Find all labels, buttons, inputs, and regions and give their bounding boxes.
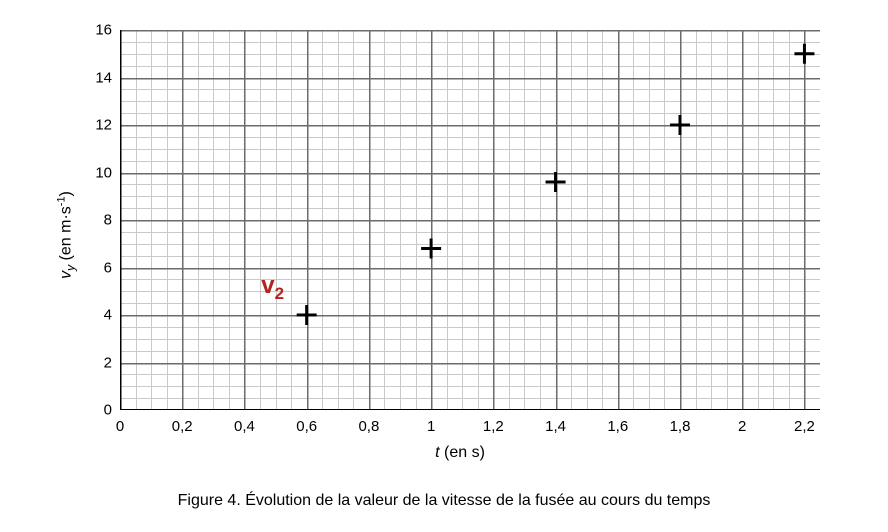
x-tick-label: 1 — [427, 418, 435, 435]
page-root: v2 00,20,40,60,811,21,41,61,822,2 024681… — [0, 0, 888, 532]
y-tick-label: 0 — [72, 402, 112, 419]
x-tick-label: 1,6 — [607, 418, 628, 435]
y-tick-label: 12 — [72, 117, 112, 134]
x-tick-label: 1,2 — [483, 418, 504, 435]
y-tick-label: 14 — [72, 69, 112, 86]
data-point — [546, 172, 566, 192]
plot-svg: v2 — [120, 30, 820, 410]
x-tick-label: 0,8 — [358, 418, 379, 435]
figure-caption: Figure 4. Évolution de la valeur de la v… — [0, 492, 888, 510]
major-grid — [120, 30, 820, 410]
data-point — [670, 115, 690, 135]
y-tick-label: 16 — [72, 22, 112, 39]
x-axis-title: t (en s) — [435, 444, 485, 462]
data-point — [794, 44, 814, 64]
annotation-v2: v2 — [261, 272, 284, 303]
x-tick-label: 2 — [738, 418, 746, 435]
x-tick-label: 1,4 — [545, 418, 566, 435]
data-point — [421, 239, 441, 259]
svg-text:vy (en m·s-1): vy (en m·s-1) — [56, 191, 78, 279]
chart-container: v2 00,20,40,60,811,21,41,61,822,2 024681… — [70, 20, 850, 450]
x-tick-label: 0,6 — [296, 418, 317, 435]
y-axis-title-svg: vy (en m·s-1) — [54, 175, 78, 295]
x-tick-label: 0 — [116, 418, 124, 435]
y-tick-label: 2 — [72, 354, 112, 371]
x-axis-title-unit: (en s) — [440, 444, 485, 461]
x-tick-label: 0,4 — [234, 418, 255, 435]
x-tick-label: 0,2 — [172, 418, 193, 435]
data-point — [297, 305, 317, 325]
plot-area: v2 — [120, 30, 820, 410]
y-tick-label: 4 — [72, 307, 112, 324]
x-tick-label: 1,8 — [670, 418, 691, 435]
x-tick-label: 2,2 — [794, 418, 815, 435]
y-axis-title: vy (en m·s-1) — [54, 175, 83, 295]
